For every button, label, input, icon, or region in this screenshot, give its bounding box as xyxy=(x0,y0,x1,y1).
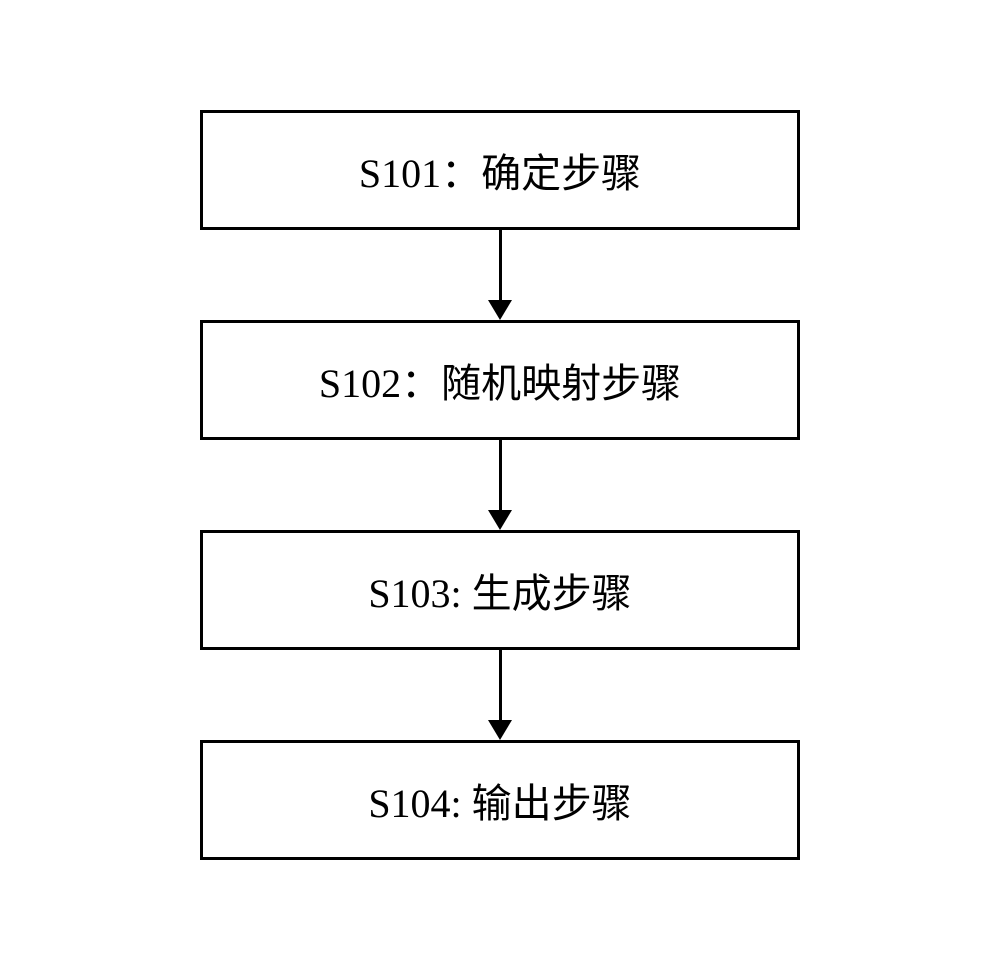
flowchart-node-s103: S103: 生成步骤 xyxy=(200,530,800,650)
arrow-line xyxy=(499,230,502,300)
node-label: S102：随机映射步骤 xyxy=(319,351,681,409)
arrow-line xyxy=(499,440,502,510)
flowchart-node-s104: S104: 输出步骤 xyxy=(200,740,800,860)
flowchart-node-s101: S101：确定步骤 xyxy=(200,110,800,230)
flowchart-container: S101：确定步骤 S102：随机映射步骤 S103: 生成步骤 S104: 输… xyxy=(200,110,800,860)
node-label: S101：确定步骤 xyxy=(359,141,641,199)
flowchart-arrow xyxy=(488,650,512,740)
flowchart-arrow xyxy=(488,440,512,530)
node-label: S103: 生成步骤 xyxy=(368,561,631,619)
flowchart-node-s102: S102：随机映射步骤 xyxy=(200,320,800,440)
node-label: S104: 输出步骤 xyxy=(368,771,631,829)
arrow-head-icon xyxy=(488,300,512,320)
arrow-line xyxy=(499,650,502,720)
flowchart-arrow xyxy=(488,230,512,320)
arrow-head-icon xyxy=(488,510,512,530)
arrow-head-icon xyxy=(488,720,512,740)
